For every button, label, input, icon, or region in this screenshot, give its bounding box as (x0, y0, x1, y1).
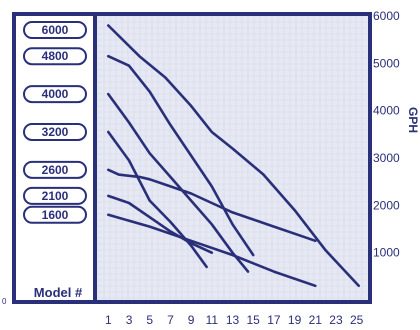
legend-item-4800: 4800 (23, 47, 87, 66)
legend-label: 1600 (42, 208, 69, 222)
legend-item-2100: 2100 (23, 186, 87, 205)
plot-panel-background (95, 14, 370, 302)
plot-frame (93, 12, 372, 304)
legend-label: 3200 (42, 125, 69, 139)
x-tick-label: 19 (288, 313, 302, 327)
legend-item-3200: 3200 (23, 122, 87, 141)
series-line-1600 (107, 213, 317, 288)
legend-label: 2600 (42, 163, 69, 177)
model-legend: 6000 4800 4000 3200 2600 2100 1600 (23, 21, 87, 224)
legend-pill (23, 47, 87, 66)
legend-title: Model # (34, 285, 83, 300)
x-tick-label: 25 (350, 313, 364, 327)
y-tick-label: 1000 (373, 246, 400, 260)
grid-lines (97, 15, 367, 300)
y-axis-unit: GPH (406, 107, 420, 133)
x-tick-label: 3 (126, 313, 133, 327)
x-tick-label: 1 (105, 313, 112, 327)
legend-label: 2100 (42, 189, 69, 203)
legend-item-6000: 6000 (23, 21, 87, 39)
series-line-6000 (107, 24, 360, 288)
series-line-2600 (107, 168, 317, 243)
x-tick-label: 9 (188, 313, 195, 327)
series-line-3200 (107, 130, 208, 269)
legend-label: 6000 (42, 23, 69, 37)
y-axis-ticks: 1000 2000 3000 4000 5000 6000 (373, 9, 400, 260)
x-tick-label: 23 (329, 313, 343, 327)
x-tick-label: 21 (309, 313, 323, 327)
legend-item-4000: 4000 (23, 85, 87, 104)
x-tick-label: 5 (146, 313, 153, 327)
x-axis-ticks: 1 3 5 7 9 11 13 15 17 19 21 23 25 (105, 313, 364, 327)
legend-item-2600: 2600 (23, 160, 87, 179)
x-tick-label: 7 (167, 313, 174, 327)
zero-label: 0 (2, 297, 7, 306)
legend-pill (23, 21, 87, 39)
legend-pill (23, 205, 87, 224)
y-tick-label: 5000 (373, 56, 400, 70)
y-tick-label: 4000 (373, 104, 400, 118)
y-tick-label: 6000 (373, 9, 400, 23)
y-tick-label: 2000 (373, 198, 400, 212)
y-tick-label: 3000 (373, 151, 400, 165)
x-tick-label: 17 (267, 313, 281, 327)
series-line-2100 (107, 194, 214, 254)
x-tick-label: 15 (247, 313, 261, 327)
legend-label: 4000 (42, 87, 69, 101)
legend-pill (23, 186, 87, 205)
x-tick-label: 13 (226, 313, 240, 327)
x-tick-label: 11 (206, 313, 219, 327)
legend-label: 4800 (42, 49, 69, 63)
pump-curves (107, 24, 360, 288)
legend-pill (23, 85, 87, 104)
legend-item-1600: 1600 (23, 205, 87, 224)
legend-pill (23, 160, 87, 179)
legend-pill (23, 122, 87, 141)
series-line-4800 (107, 54, 255, 257)
